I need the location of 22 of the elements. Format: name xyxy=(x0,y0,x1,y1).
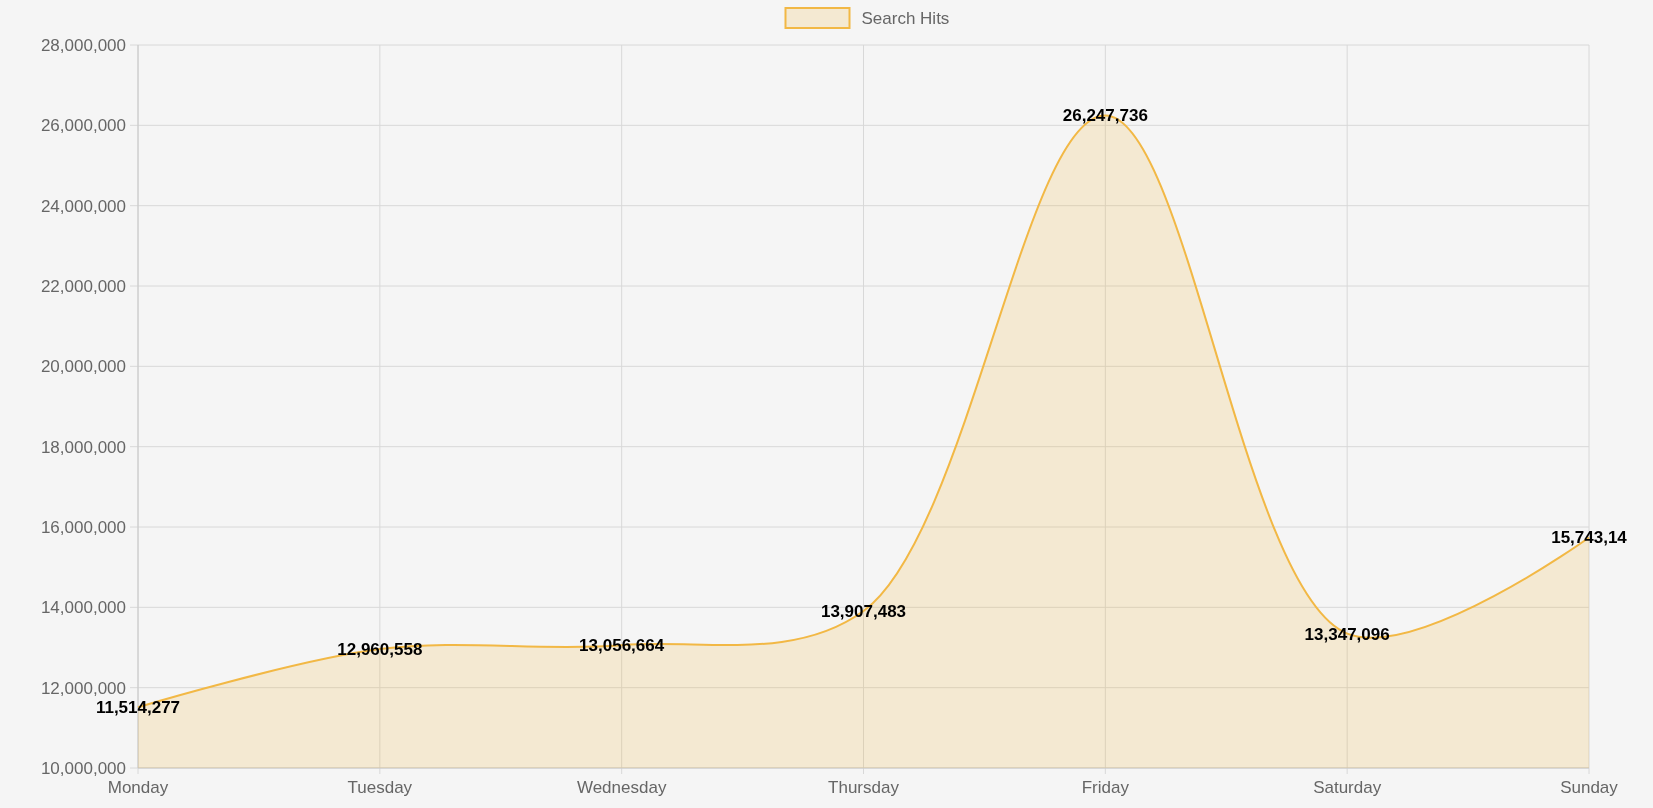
y-tick-label: 14,000,000 xyxy=(40,598,126,618)
x-tick-label: Tuesday xyxy=(347,778,413,797)
y-tick-label: 12,000,000 xyxy=(40,678,126,698)
y-tick-label: 20,000,000 xyxy=(40,357,126,377)
y-tick-label: 22,000,000 xyxy=(40,276,126,296)
data-label: 13,347,096 xyxy=(1304,624,1390,644)
y-tick-label: 10,000,000 xyxy=(40,758,126,778)
legend-label: Search Hits xyxy=(861,8,950,28)
data-label: 11,514,277 xyxy=(95,698,181,718)
y-tick-label: 16,000,000 xyxy=(40,517,126,537)
y-tick-label: 18,000,000 xyxy=(40,437,126,457)
x-tick-label: Monday xyxy=(107,778,169,797)
x-tick-label: Sunday xyxy=(1560,778,1619,797)
x-tick-label: Saturday xyxy=(1313,778,1382,797)
data-label: 26,247,736 xyxy=(1062,106,1148,126)
x-tick-label: Wednesday xyxy=(576,778,667,797)
data-label: 15,743,14 xyxy=(1551,528,1628,548)
y-tick-label: 26,000,000 xyxy=(40,116,126,136)
y-tick-label: 24,000,000 xyxy=(40,196,126,216)
y-tick-label: 28,000,000 xyxy=(40,35,126,55)
x-tick-label: Thursday xyxy=(828,778,900,797)
x-tick-label: Friday xyxy=(1081,778,1130,797)
